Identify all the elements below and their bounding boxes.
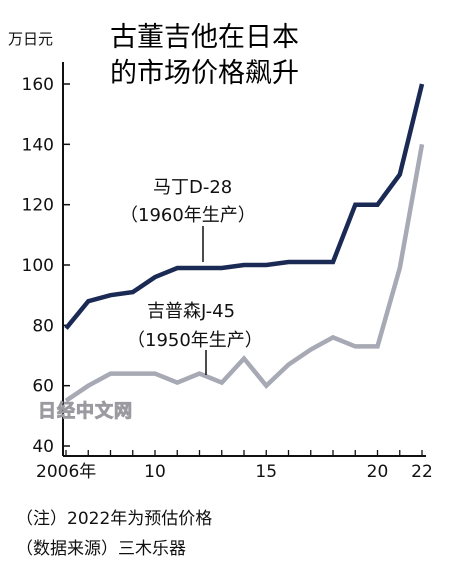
price-chart: 万日元 古董吉他在日本 的市场价格飙升 40 60 80 100 120 140 160 2…	[8, 22, 433, 482]
series-line-martin-d28	[64, 83, 425, 330]
chart-title-line-1: 古董吉他在日本	[110, 22, 299, 53]
y-axis-unit-label: 万日元	[8, 30, 53, 48]
y-tick-label: 60	[32, 377, 54, 397]
y-tick-label: 140	[22, 135, 54, 155]
series-label-martin-year: （1960年生产）	[120, 205, 256, 226]
y-tick-label: 80	[32, 316, 54, 336]
y-tick-label: 160	[22, 75, 54, 95]
x-tick-label: 15	[255, 462, 277, 482]
series-label-martin-name: 马丁D-28	[153, 177, 232, 198]
series-lines	[64, 83, 425, 403]
note-estimate: （注）2022年为预估价格	[16, 509, 213, 529]
x-tick-label: 20	[367, 462, 389, 482]
series-line-gibson-j45	[64, 143, 425, 403]
x-tick-label: 22	[411, 462, 433, 482]
series-label-gibson-name: 吉普森J-45	[147, 301, 235, 322]
x-tick-label: 10	[144, 462, 166, 482]
x-tick-label: 2006年	[36, 462, 96, 482]
y-axis-ticks: 40 60 80 100 120 140 160	[22, 75, 70, 457]
x-axis-ticks: 2006年 10 15 20 22	[36, 450, 433, 482]
watermark-text: 日经中文网	[38, 400, 133, 422]
y-tick-label: 40	[32, 437, 54, 457]
y-tick-label: 100	[22, 256, 54, 276]
series-label-gibson-year: （1950年生产）	[127, 330, 263, 351]
note-source: （数据来源）三木乐器	[16, 539, 186, 559]
chart-title-line-2: 的市场价格飙升	[110, 58, 299, 89]
y-tick-label: 120	[22, 196, 54, 216]
